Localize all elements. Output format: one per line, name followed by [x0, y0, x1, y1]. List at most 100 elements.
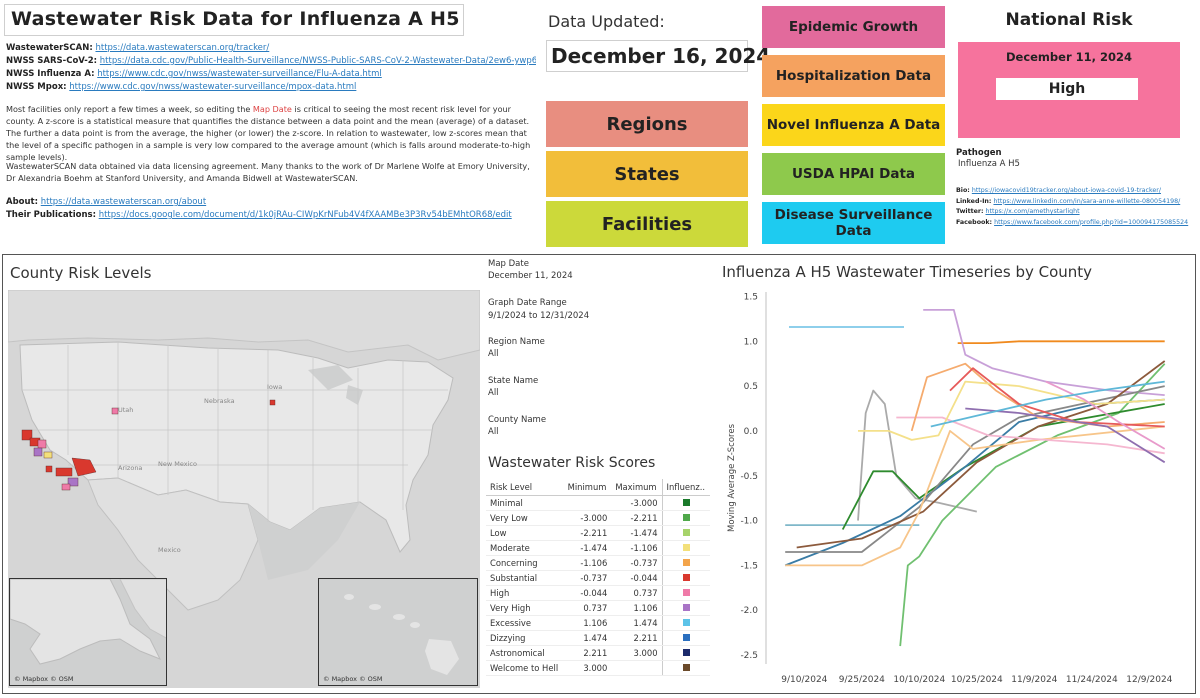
alaska-graphic — [10, 579, 166, 685]
series-line — [1045, 380, 1166, 450]
minimum-cell: 2.211 — [563, 645, 612, 661]
national-risk-level: High — [996, 78, 1138, 100]
color-cell — [662, 570, 710, 586]
series-line — [858, 380, 1165, 441]
color-swatch — [682, 498, 690, 506]
minimum-cell — [563, 495, 612, 511]
link-label: WastewaterSCAN: — [6, 43, 93, 53]
usda-hpai-button[interactable]: USDA HPAI Data — [762, 153, 945, 195]
publications-link[interactable]: https://docs.google.com/document/d/1k0jR… — [98, 210, 512, 220]
bio-link[interactable]: https://iowacovid19tracker.org/about-iow… — [971, 187, 1161, 194]
color-cell — [662, 600, 710, 616]
series-line — [841, 403, 1165, 530]
color-cell — [662, 540, 710, 556]
series-line — [923, 309, 1165, 396]
series-line — [965, 407, 1166, 464]
table-row: Very Low -3.000 -2.211 — [486, 510, 710, 526]
color-swatch — [682, 543, 690, 551]
color-swatch — [682, 558, 690, 566]
maximum-cell: 2.211 — [611, 630, 663, 646]
about-link[interactable]: https://data.wastewaterscan.org/about — [40, 197, 207, 207]
risk-scores-title: Wastewater Risk Scores — [488, 455, 656, 471]
maximum-cell — [611, 660, 663, 676]
description-post: is critical to seeing the most recent ri… — [6, 104, 531, 162]
y-axis-label: Moving Average Z-Scores — [727, 423, 737, 532]
twitter-link[interactable]: https://x.com/amethystarlight — [985, 208, 1080, 215]
maximum-cell: -1.106 — [611, 540, 663, 556]
col-header-minimum: Minimum — [563, 479, 612, 496]
risk-level-cell: Dizzying — [486, 630, 564, 646]
minimum-cell: -0.737 — [563, 570, 612, 586]
table-row: Concerning -1.106 -0.737 — [486, 555, 710, 571]
color-cell — [662, 495, 710, 511]
y-tick-label: -2.0 — [740, 606, 758, 616]
y-tick-label: -2.5 — [740, 651, 758, 661]
filter-label-county: County Name — [488, 415, 547, 425]
states-button[interactable]: States — [546, 151, 748, 197]
y-tick-label: 1.5 — [744, 292, 758, 302]
x-tick-label: 10/10/2024 — [893, 675, 945, 685]
about-links: About: https://data.wastewaterscan.org/a… — [6, 196, 536, 222]
x-tick-label: 12/9/2024 — [1126, 675, 1172, 685]
color-swatch — [682, 663, 690, 671]
hospitalization-data-button[interactable]: Hospitalization Data — [762, 55, 945, 97]
map-date-highlight: Map Date — [252, 104, 292, 114]
color-cell — [662, 630, 710, 646]
y-tick-label: 1.0 — [744, 337, 759, 347]
national-risk-date: December 11, 2024 — [1005, 50, 1133, 64]
table-row: Excessive 1.106 1.474 — [486, 615, 710, 631]
risk-level-cell: High — [486, 585, 564, 601]
novel-influenza-a-button[interactable]: Novel Influenza A Data — [762, 104, 945, 146]
epidemic-growth-button[interactable]: Epidemic Growth — [762, 6, 945, 48]
minimum-cell: 0.737 — [563, 600, 612, 616]
wastewaterscan-link[interactable]: https://data.wastewaterscan.org/tracker/ — [95, 43, 270, 53]
facilities-button[interactable]: Facilities — [546, 201, 748, 247]
nwss-flu-link[interactable]: https://www.cdc.gov/nwss/wastewater-surv… — [97, 69, 382, 79]
series-line — [785, 385, 1165, 553]
series-line — [896, 416, 1165, 455]
table-row: Moderate -1.474 -1.106 — [486, 540, 710, 556]
table-row: Low -2.211 -1.474 — [486, 525, 710, 541]
nwss-sars-link[interactable]: https://data.cdc.gov/Public-Health-Surve… — [99, 56, 536, 66]
series-line — [785, 425, 1165, 567]
link-row-nwss-flu: NWSS Influenza A: https://www.cdc.gov/nw… — [6, 68, 536, 81]
linkedin-link[interactable]: https://www.linkedin.com/in/sara-anne-wi… — [993, 197, 1181, 205]
filter-county[interactable]: All — [488, 427, 499, 437]
y-tick-label: 0.5 — [744, 382, 758, 392]
color-cell — [662, 645, 710, 661]
link-label: NWSS Mpox: — [6, 82, 67, 92]
pathogen-label: Pathogen — [956, 148, 1002, 158]
risk-level-cell: Very Low — [486, 510, 564, 526]
filter-map-date[interactable]: December 11, 2024 — [488, 271, 573, 281]
risk-level-cell: Astronomical — [486, 645, 564, 661]
hawaii-inset-map[interactable]: © Mapbox © OSM — [318, 578, 478, 686]
col-header-risk-level: Risk Level — [486, 479, 564, 496]
map-attribution: © Mapbox © OSM — [323, 675, 383, 683]
x-tick-label: 11/9/2024 — [1011, 675, 1057, 685]
about-label: About: — [6, 197, 39, 207]
table-row: Substantial -0.737 -0.044 — [486, 570, 710, 586]
series-line — [957, 340, 1165, 344]
filter-label-map-date: Map Date — [488, 259, 529, 269]
color-cell — [662, 660, 710, 676]
minimum-cell: -0.044 — [563, 585, 612, 601]
regions-button[interactable]: Regions — [546, 101, 748, 147]
risk-level-cell: Welcome to Hell — [486, 660, 564, 676]
risk-level-cell: Low — [486, 525, 564, 541]
minimum-cell: -2.211 — [563, 525, 612, 541]
filter-graph-date-range[interactable]: 9/1/2024 to 12/31/2024 — [488, 311, 590, 321]
alaska-inset-map[interactable]: © Mapbox © OSM — [9, 578, 167, 686]
description-text: Most facilities only report a few times … — [6, 103, 536, 163]
hawaii-graphic — [319, 579, 477, 685]
filter-state[interactable]: All — [488, 388, 499, 398]
disease-surveillance-button[interactable]: Disease Surveillance Data — [762, 202, 945, 244]
acknowledgements-text: WastewaterSCAN data obtained via data li… — [6, 161, 530, 183]
color-swatch — [682, 528, 690, 536]
maximum-cell: 0.737 — [611, 585, 663, 601]
filter-region[interactable]: All — [488, 349, 499, 359]
nwss-mpox-link[interactable]: https://www.cdc.gov/nwss/wastewater-surv… — [69, 82, 357, 92]
facebook-link[interactable]: https://www.facebook.com/profile.php?id=… — [994, 218, 1189, 226]
table-row: High -0.044 0.737 — [486, 585, 710, 601]
link-row-nwss-mpox: NWSS Mpox: https://www.cdc.gov/nwss/wast… — [6, 81, 536, 94]
link-label: NWSS SARS-CoV-2: — [6, 56, 98, 66]
